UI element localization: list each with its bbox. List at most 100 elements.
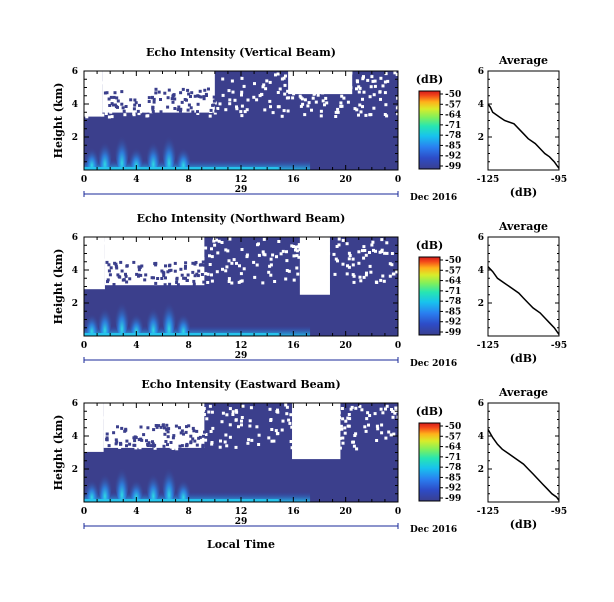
no-data-pixel — [349, 71, 353, 75]
no-data-pixel — [103, 416, 107, 420]
echo-pixel — [115, 96, 119, 100]
no-data-pixel — [200, 427, 204, 430]
no-data-pixel — [248, 424, 252, 428]
no-data-pixel — [361, 97, 364, 101]
no-data-pixel — [364, 429, 368, 433]
no-data-pixel — [187, 420, 191, 423]
no-data-pixel — [290, 425, 294, 429]
no-data-pixel — [105, 426, 109, 430]
no-data-pixel — [163, 76, 167, 80]
no-data-pixel — [127, 408, 131, 412]
no-data-pixel — [364, 253, 368, 257]
no-data-pixel — [102, 103, 106, 107]
no-data-pixel — [358, 103, 362, 107]
no-data-pixel — [341, 79, 345, 83]
no-data-pixel — [385, 251, 389, 255]
colorbar-tick-label: -50 — [445, 90, 461, 100]
no-data-pixel — [319, 413, 323, 417]
no-data-pixel — [393, 71, 397, 75]
no-data-pixel — [226, 249, 230, 253]
echo-pixel — [108, 273, 112, 277]
no-data-pixel — [167, 404, 171, 408]
no-data-pixel — [224, 269, 228, 273]
no-data-pixel — [216, 251, 220, 255]
echo-pixel — [114, 105, 118, 109]
no-data-pixel — [375, 424, 379, 428]
no-data-pixel — [336, 259, 339, 263]
echo-pixel — [198, 89, 202, 93]
no-data-pixel — [268, 407, 272, 411]
no-data-pixel — [193, 97, 197, 101]
no-data-pixel — [270, 428, 274, 431]
no-data-pixel — [297, 413, 301, 417]
no-data-pixel — [368, 113, 372, 117]
no-data-pixel — [217, 239, 221, 243]
echo-pixel — [166, 270, 170, 274]
echo-pixel — [137, 438, 141, 442]
no-data-pixel — [280, 428, 284, 432]
echo-pixel — [107, 269, 111, 273]
no-data-pixel — [296, 428, 300, 432]
x-tick-label: 4 — [133, 341, 139, 351]
no-data-pixel — [285, 269, 289, 272]
echo-pixel — [120, 269, 124, 273]
no-data-pixel — [337, 243, 341, 247]
no-data-pixel — [180, 74, 184, 78]
no-data-pixel — [277, 240, 281, 243]
no-data-pixel — [381, 411, 385, 415]
no-data-pixel — [278, 87, 282, 91]
no-data-pixel — [310, 108, 313, 112]
echo-pixel — [180, 429, 184, 433]
echo-pixel — [182, 432, 185, 436]
no-data-pixel — [345, 242, 349, 246]
echo-plume — [162, 124, 177, 170]
average-y-tick-label: 6 — [478, 233, 484, 243]
no-data-pixel — [159, 238, 162, 242]
no-data-pixel — [170, 409, 174, 413]
colorbar-tick-label: -92 — [445, 152, 461, 162]
no-data-pixel — [311, 251, 315, 255]
no-data-pixel — [353, 107, 357, 111]
no-data-pixel — [237, 280, 241, 284]
echo-plume — [84, 472, 99, 502]
echo-pixel — [139, 273, 143, 277]
echo-pixel — [189, 95, 192, 98]
echo-pixel — [204, 260, 208, 264]
no-data-pixel — [274, 429, 278, 433]
echo-pixel — [194, 261, 198, 264]
no-data-pixel — [206, 272, 210, 276]
plot-title: Echo Intensity (Eastward Beam) — [141, 378, 340, 391]
no-data-pixel — [383, 80, 387, 84]
no-data-pixel — [338, 446, 342, 450]
no-data-pixel — [240, 279, 244, 283]
average-y-tick-label: 2 — [478, 299, 484, 309]
average-x-label: (dB) — [510, 352, 537, 365]
no-data-pixel — [144, 442, 148, 446]
no-data-pixel — [133, 262, 137, 266]
no-data-pixel — [351, 263, 355, 267]
no-data-pixel — [263, 253, 267, 257]
no-data-pixel — [112, 437, 115, 441]
no-data-pixel — [269, 273, 273, 277]
date-label: Dec 2016 — [410, 359, 457, 369]
echo-pixel — [163, 91, 167, 95]
no-data-pixel — [93, 259, 97, 263]
no-data-pixel — [373, 79, 377, 83]
echo-pixel — [191, 110, 195, 114]
no-data-pixel — [395, 106, 398, 110]
no-data-pixel — [223, 440, 227, 444]
no-data-pixel — [285, 259, 289, 263]
no-data-pixel — [147, 438, 151, 442]
colorbar-tick-label: -50 — [445, 422, 461, 432]
echo-pixel — [212, 103, 216, 107]
no-data-pixel — [287, 418, 291, 422]
no-data-pixel — [352, 280, 356, 284]
no-data-pixel — [312, 266, 316, 270]
average-x-tick-label: -95 — [551, 507, 567, 517]
no-data-pixel — [230, 261, 234, 265]
no-data-pixel — [395, 270, 398, 274]
no-data-pixel — [332, 86, 336, 90]
no-data-pixel — [201, 430, 205, 434]
no-data-pixel — [318, 415, 322, 419]
